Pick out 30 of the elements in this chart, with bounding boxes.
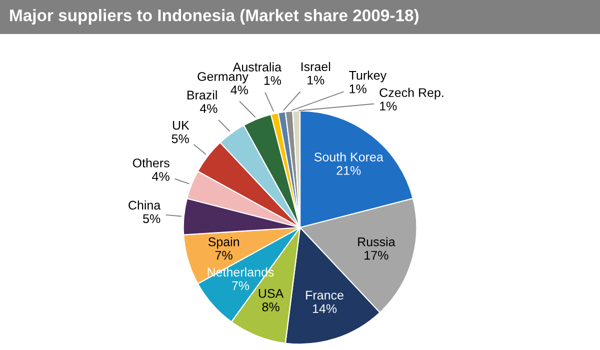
slice-label: Others [132,158,170,168]
data-label: 17% [364,250,388,260]
data-label: 5% [172,134,189,144]
slice-label: Russia [358,237,396,246]
slice-label: Israel [301,62,330,72]
slice-label: Czech Rep. [380,88,444,100]
data-label: 7% [215,250,232,260]
data-label: 14% [312,304,337,313]
chart-title: Major suppliers to Indonesia (Market share 2009-18) [10,9,418,25]
data-label: 1% [264,76,282,85]
data-label: 1% [350,84,366,94]
slice-label: USA [258,289,284,298]
slice-label: China [128,200,161,210]
data-label: 1% [308,76,324,84]
slice-label: France [306,290,344,300]
data-label: 1% [380,102,397,110]
data-label: 5% [143,214,160,224]
slice-label: South Korea [314,152,384,162]
slice-label: Australia [232,62,282,72]
slice-label: Brazil [187,90,217,100]
data-label: 4% [200,104,218,113]
slice-label: Germany [198,72,248,84]
slice-label: Spain [208,237,239,249]
data-label: 8% [262,302,280,312]
slice-label: UK [172,121,190,130]
data-label: 7% [232,281,250,290]
data-label: 21% [336,166,361,175]
data-label: 4% [230,86,248,94]
data-label: 4% [152,172,170,181]
slice-label: Turkey [349,70,387,82]
